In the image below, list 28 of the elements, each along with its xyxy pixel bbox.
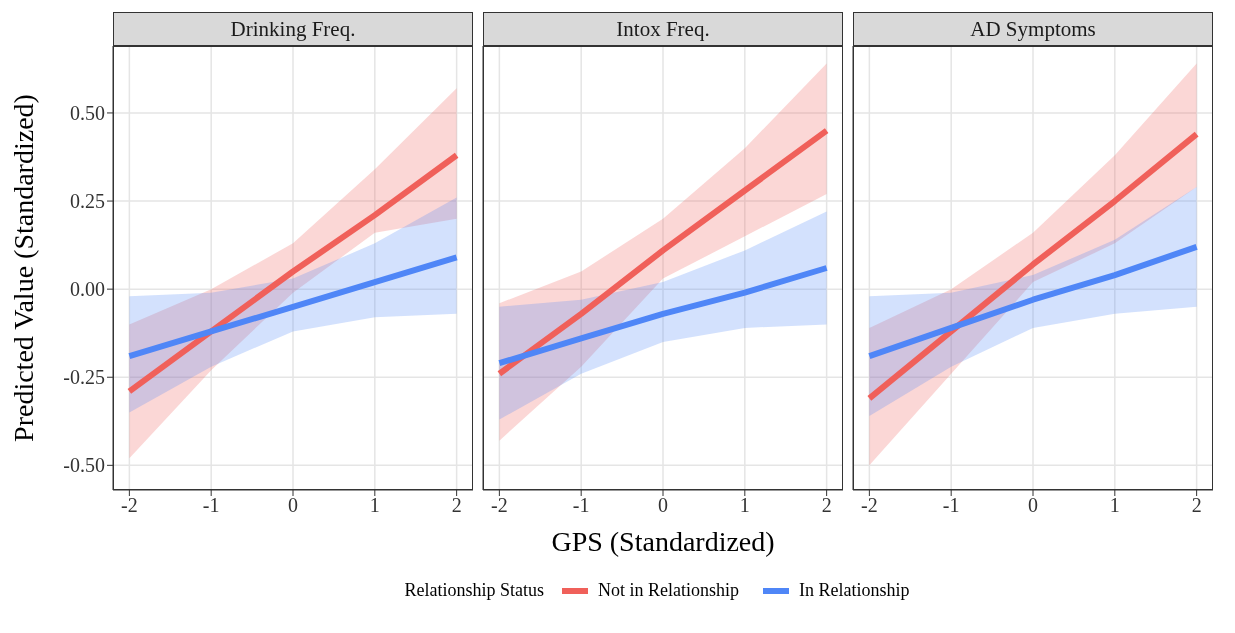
- x-tick-label: -1: [202, 494, 220, 517]
- x-tick-label: -2: [861, 494, 878, 517]
- x-tick-label: 1: [369, 494, 380, 517]
- y-axis-title: Predicted Value (Standardized): [7, 94, 39, 442]
- x-tick-label: -1: [942, 494, 960, 517]
- legend-label: Not in Relationship: [598, 580, 739, 601]
- y-tick-label: 0.50: [70, 102, 105, 125]
- x-tick-label: -2: [491, 494, 508, 517]
- x-tick-label: 2: [451, 494, 462, 517]
- x-tick-label: 0: [658, 494, 668, 517]
- legend-title: Relationship Status: [404, 580, 544, 601]
- x-tick-label: 1: [739, 494, 750, 517]
- x-tick-label: 2: [821, 494, 832, 517]
- x-tick-label: -2: [121, 494, 138, 517]
- x-axis-title: GPS (Standardized): [551, 526, 775, 558]
- x-tick-label: -1: [572, 494, 590, 517]
- x-tick-label: 1: [1109, 494, 1120, 517]
- legend-label: In Relationship: [799, 580, 910, 601]
- chart-title: AD Symptoms: [853, 12, 1213, 46]
- chart-title: Drinking Freq.: [113, 12, 473, 46]
- chart-title: Intox Freq.: [483, 12, 843, 46]
- x-tick-label: 0: [288, 494, 298, 517]
- y-tick-label: -0.50: [63, 454, 105, 477]
- y-tick-label: 0.25: [70, 190, 105, 213]
- x-tick-label: 2: [1191, 494, 1202, 517]
- y-tick-label: 0.00: [70, 278, 105, 301]
- y-tick-label: -0.25: [63, 366, 105, 389]
- x-tick-label: 0: [1028, 494, 1038, 517]
